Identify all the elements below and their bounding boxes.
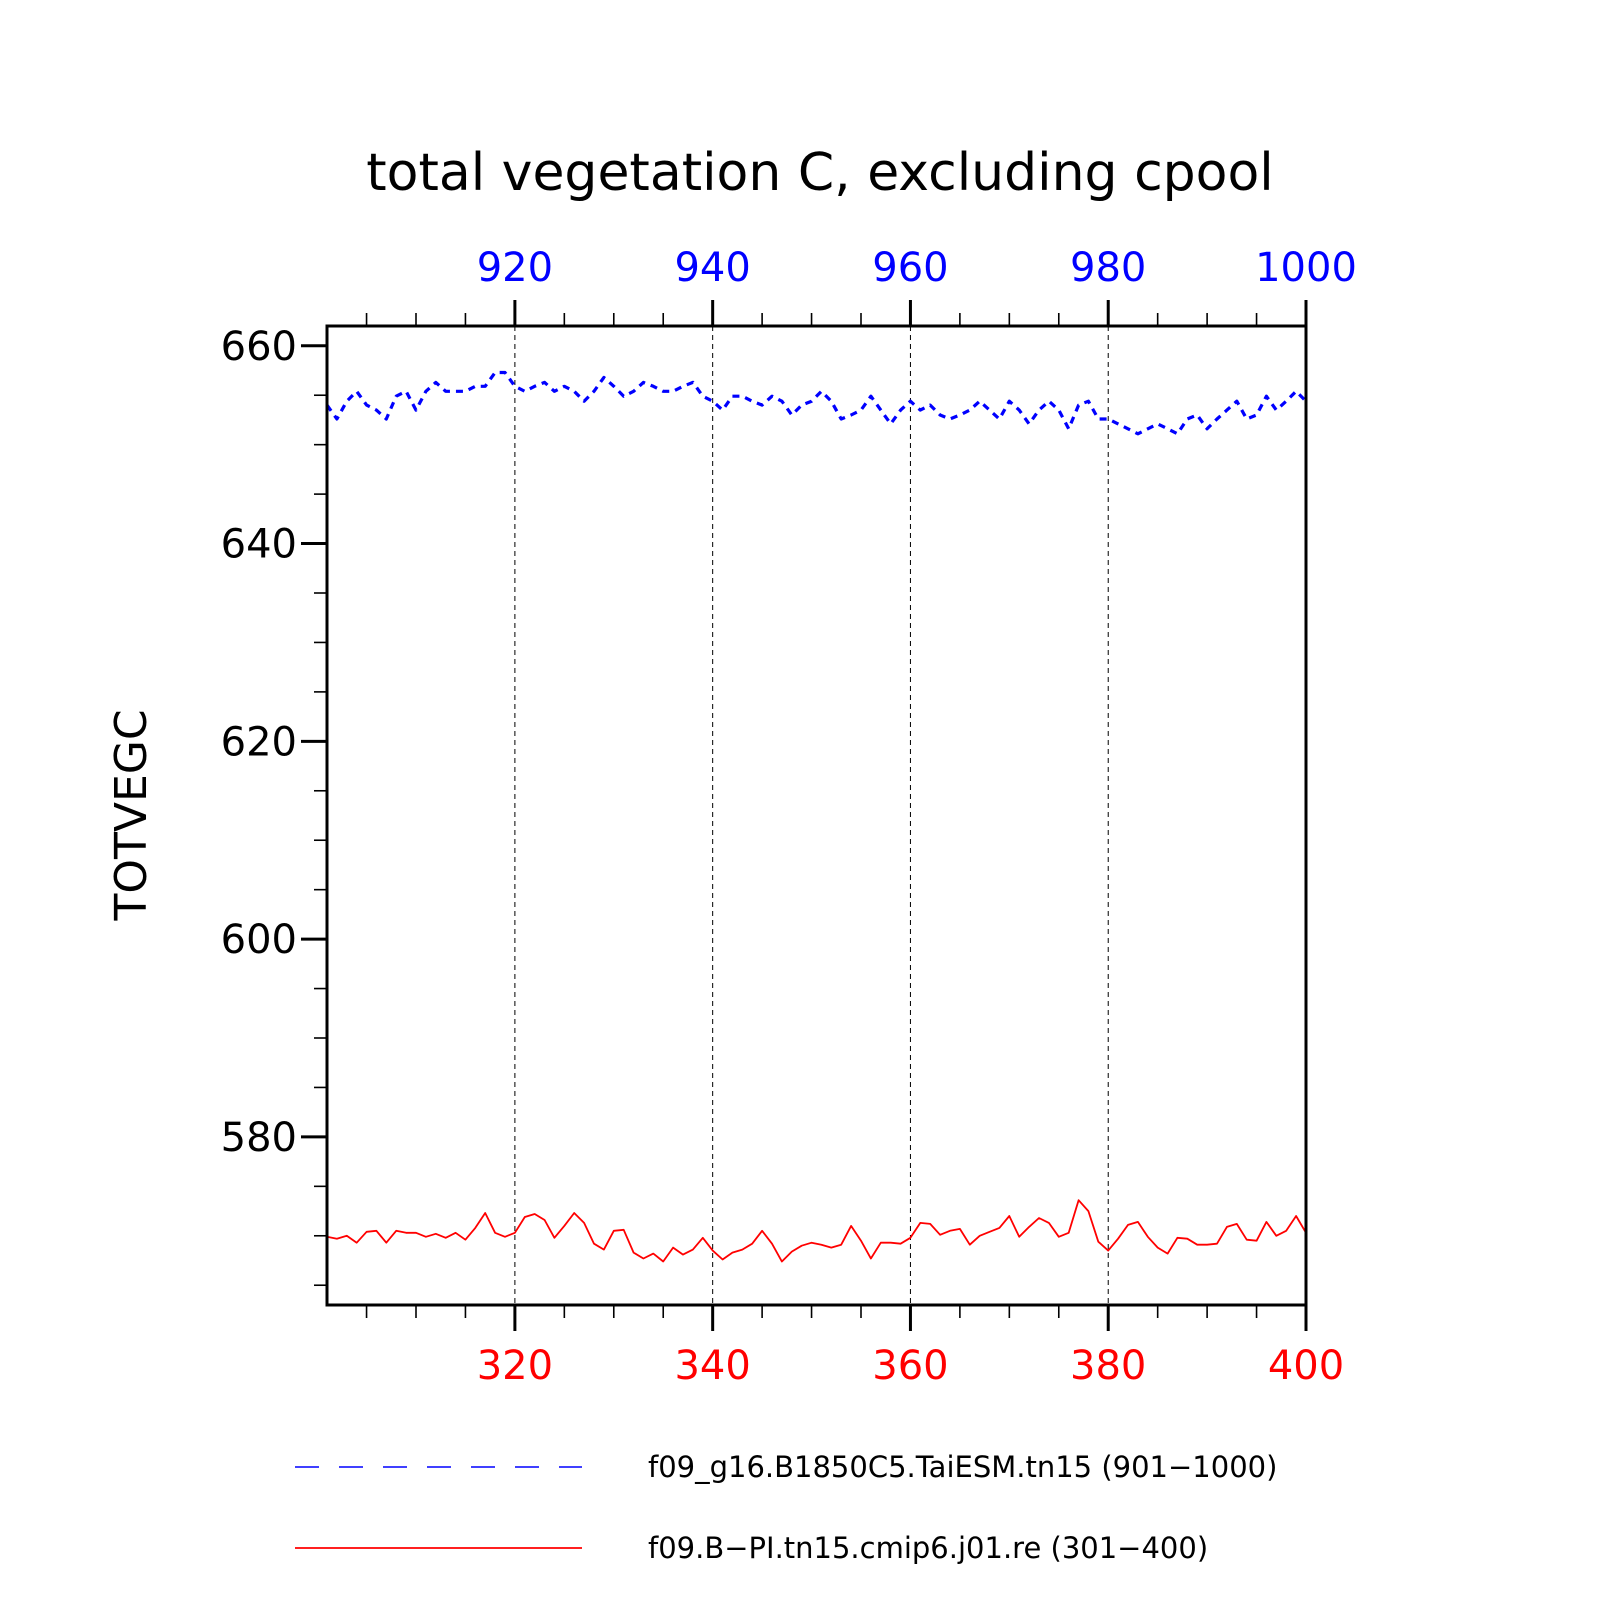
- y-tick-label: 620: [221, 719, 297, 765]
- y-tick-label: 580: [221, 1115, 297, 1161]
- x-top-tick-label: 920: [477, 245, 553, 291]
- y-tick-label: 640: [221, 522, 297, 568]
- y-tick-label: 600: [221, 917, 297, 963]
- chart-title: total vegetation C, excluding cpool: [366, 143, 1274, 203]
- x-top-tick-label: 1000: [1255, 245, 1357, 291]
- plot-border: [325, 324, 1308, 1307]
- x-bottom-tick-label: 360: [872, 1343, 948, 1389]
- plot-frame: [325, 324, 1308, 1307]
- grid-lines: [514, 326, 1109, 1305]
- y-tick-label: 660: [221, 324, 297, 370]
- series-group: [325, 370, 1308, 1263]
- x-bottom-tick-label: 400: [1268, 1343, 1344, 1389]
- x-top-tick-label: 960: [872, 245, 948, 291]
- x-bottom-tick-label: 380: [1070, 1343, 1146, 1389]
- legend-label-2: f09.B−PI.tn15.cmip6.j01.re (301−400): [648, 1531, 1208, 1565]
- axis-ticks: 580 600 620 640 660 320 340 360 380 400 920 940 960 9…: [221, 245, 1357, 1389]
- x-top-tick-label: 940: [674, 245, 750, 291]
- legend-label-1: f09_g16.B1850C5.TaiESM.tn15 (901−1000): [648, 1450, 1277, 1484]
- legend: f09_g16.B1850C5.TaiESM.tn15 (901−1000) f0…: [295, 1450, 1277, 1565]
- x-bottom-tick-label: 340: [674, 1343, 750, 1389]
- x-bottom-tick-label: 320: [477, 1343, 553, 1389]
- y-axis-label: TOTVEGC: [106, 709, 157, 921]
- series-line-2: [326, 1199, 1307, 1263]
- x-top-tick-label: 980: [1070, 245, 1146, 291]
- series-line-1: [325, 370, 1308, 436]
